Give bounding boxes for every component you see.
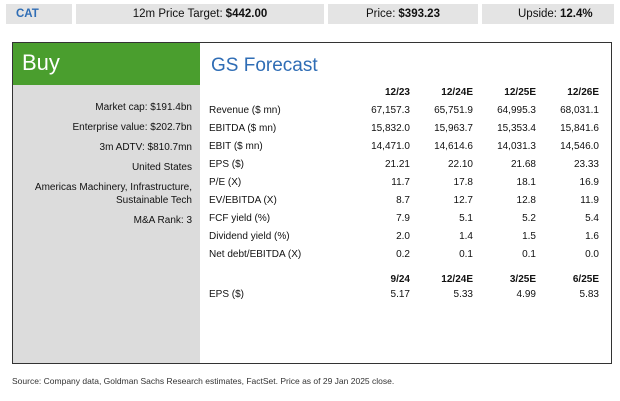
upside-value: 12.4% xyxy=(560,8,593,20)
table-row: EPS ($) 21.21 22.10 21.68 23.33 xyxy=(209,158,599,170)
table-row: EV/EBITDA (X) 8.7 12.7 12.8 11.9 xyxy=(209,194,599,206)
col-header: 12/24E xyxy=(441,86,473,98)
quarter-col-header: 6/25E xyxy=(572,274,599,285)
source-note: Source: Company data, Goldman Sachs Rese… xyxy=(12,376,395,386)
quarter-row: EPS ($) 5.17 5.33 4.99 5.83 xyxy=(209,288,599,300)
table-row: EBIT ($ mn) 14,471.0 14,614.6 14,031.3 14,54… xyxy=(209,140,599,152)
quarter-col-header: 3/25E xyxy=(509,274,536,285)
col-header: 12/25E xyxy=(504,86,536,98)
price-label: Price: xyxy=(366,8,396,20)
table-row: P/E (X) 11.7 17.8 18.1 16.9 xyxy=(209,176,599,188)
table-row: Dividend yield (%) 2.0 1.4 1.5 1.6 xyxy=(209,230,599,242)
forecast-title: GS Forecast xyxy=(211,55,318,76)
upside: Upside: 12.4% xyxy=(482,4,614,24)
quarter-header-row: 9/24 12/24E 3/25E 6/25E xyxy=(209,263,599,285)
ma-rank: M&A Rank: 3 xyxy=(133,215,192,226)
forecast-panel: Buy Market cap: $191.4bn Enterprise valu… xyxy=(12,42,612,364)
table-row: FCF yield (%) 7.9 5.1 5.2 5.4 xyxy=(209,212,599,224)
enterprise-value: Enterprise value: $202.7bn xyxy=(72,122,192,133)
adtv: 3m ADTV: $810.7mn xyxy=(99,142,192,153)
table-row: Net debt/EBITDA (X) 0.2 0.1 0.1 0.0 xyxy=(209,248,599,260)
company-info-sidebar: Buy Market cap: $191.4bn Enterprise valu… xyxy=(13,43,200,363)
table-row: EBITDA ($ mn) 15,832.0 15,963.7 15,353.4 15,… xyxy=(209,122,599,134)
quarter-col-header: 9/24 xyxy=(390,274,410,285)
price-target-value: $442.00 xyxy=(225,8,268,20)
company-metrics: Market cap: $191.4bn Enterprise value: $… xyxy=(22,101,192,234)
header-row: 12/23 12/24E 12/25E 12/26E xyxy=(209,83,599,101)
price-target: 12m Price Target: $442.00 xyxy=(76,4,324,24)
quarter-col-header: 12/24E xyxy=(441,274,473,285)
table-row: Revenue ($ mn) 67,157.3 65,751.9 64,995.3 68… xyxy=(209,104,599,116)
price-value: $393.23 xyxy=(398,8,440,20)
col-header: 12/26E xyxy=(567,86,599,98)
upside-label: Upside: xyxy=(518,8,557,20)
price: Price: $393.23 xyxy=(328,4,478,24)
col-header: 12/23 xyxy=(384,86,410,98)
summary-bar: CAT 12m Price Target: $442.00 Price: $39… xyxy=(6,4,614,24)
ticker: CAT xyxy=(6,4,72,24)
price-target-label: 12m Price Target: xyxy=(132,8,223,20)
rating-badge: Buy xyxy=(13,43,200,85)
country: United States xyxy=(131,162,192,173)
market-cap: Market cap: $191.4bn xyxy=(95,102,192,113)
forecast-table: 12/23 12/24E 12/25E 12/26E Revenue ($ mn… xyxy=(209,83,599,303)
sector: Americas Machinery, Infrastructure, Sust… xyxy=(34,182,192,206)
